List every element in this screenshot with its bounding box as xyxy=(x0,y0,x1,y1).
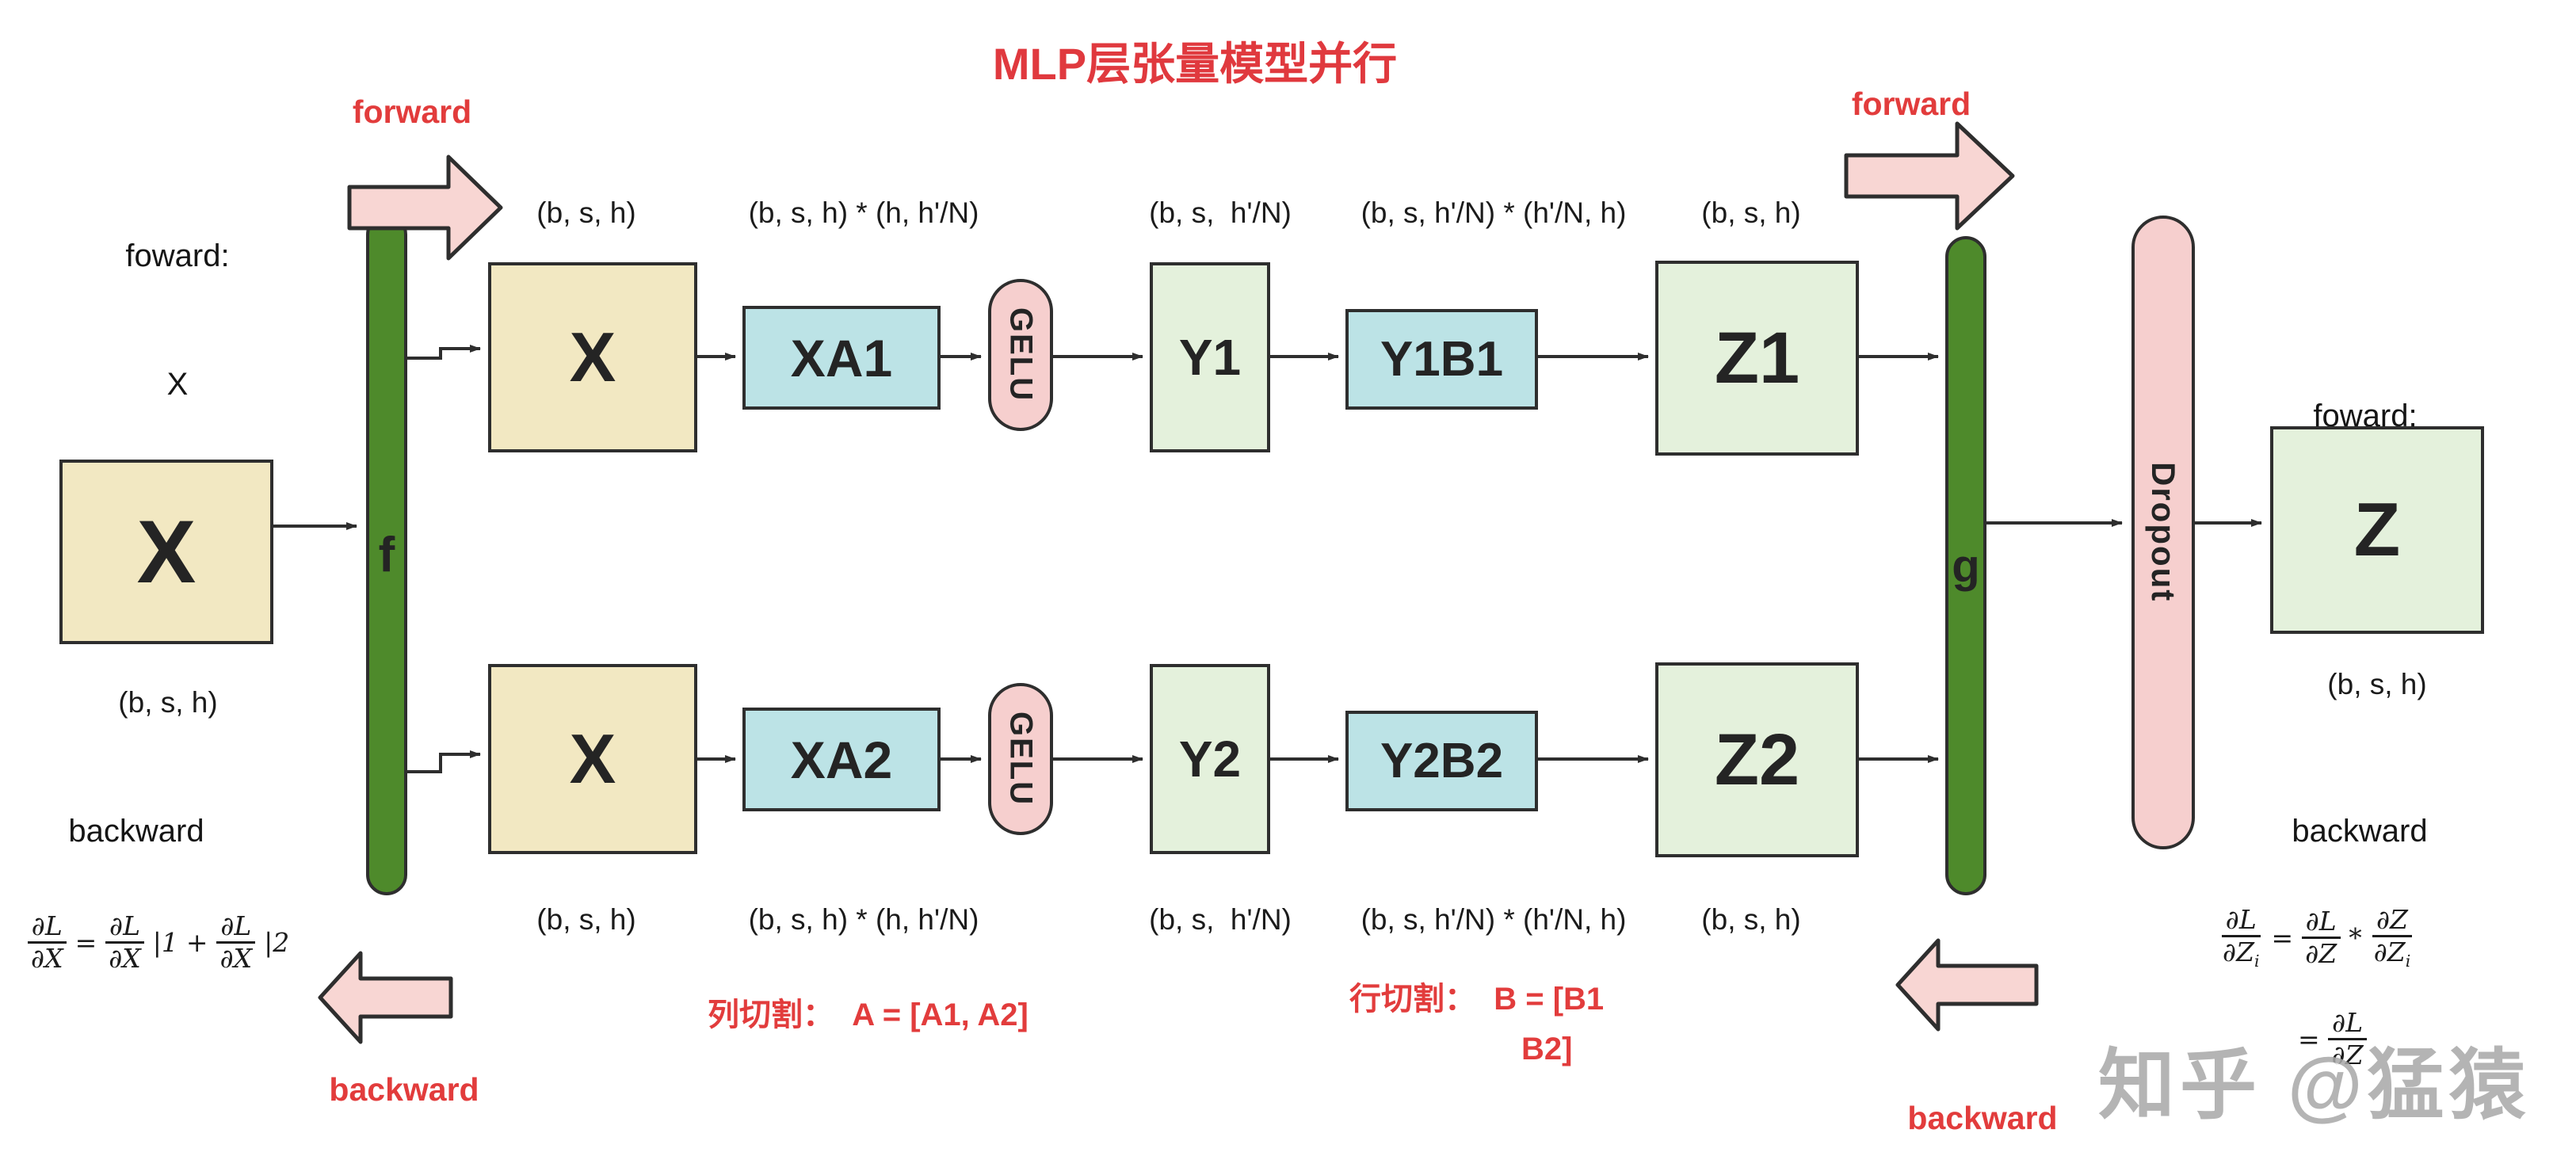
frac: ∂L ∂Z xyxy=(2301,906,2341,969)
backward-arrow-right-icon xyxy=(1895,938,2039,1032)
forward-label-left: forward xyxy=(352,93,472,130)
shape-label-bottom-5: (b, s, h) xyxy=(1701,903,1801,936)
backward-formula-left: ∂L ∂X = ∂L ∂X |1 + ∂L ∂X |2 xyxy=(27,911,289,974)
shape-label-top-5: (b, s, h) xyxy=(1701,196,1801,229)
shape-label-output-z: (b, s, h) xyxy=(2327,668,2427,700)
y1-box: Y1 xyxy=(1150,262,1270,452)
pipe-2: |2 xyxy=(264,926,290,958)
shape-label-top-1: (b, s, h) xyxy=(536,196,636,229)
y2-box: Y2 xyxy=(1150,664,1270,854)
shape-label-input-x: (b, s, h) xyxy=(118,686,218,719)
backward-formula-right-line1: ∂L ∂Zi = ∂L ∂Z * ∂Z ∂Zi xyxy=(2219,905,2414,971)
row-split-caption-line2: B2] xyxy=(1521,1032,1573,1066)
x-copy-2-box: X xyxy=(488,664,697,854)
shape-label-top-4: (b, s, h'/N) * (h'/N, h) xyxy=(1361,196,1627,229)
dropout-pill: Dropout xyxy=(2131,216,2195,849)
plus-sign: + xyxy=(185,926,208,958)
frac: ∂L ∂X xyxy=(216,911,257,974)
column-split-caption: 列切割： A = [A1, A2] xyxy=(708,998,1028,1032)
row-split-caption-line1: 行切割： B = [B1 xyxy=(1349,982,1605,1017)
shape-label-bottom-3: (b, s, h'/N) xyxy=(1149,903,1292,936)
gelu-2-pill: GELU xyxy=(988,683,1053,835)
watermark: 知乎 @猛猿 xyxy=(2098,1042,2531,1128)
shape-label-bottom-2: (b, s, h) * (h, h'/N) xyxy=(748,903,979,936)
x-copy-1-box: X xyxy=(488,262,697,452)
forward-note-left-line1: foward: xyxy=(125,238,230,273)
gelu-1-label: GELU xyxy=(1003,307,1039,403)
gelu-2-label: GELU xyxy=(1003,712,1039,807)
equals-sign: = xyxy=(2298,1023,2320,1055)
input-x-box: X xyxy=(59,460,273,644)
gelu-1-pill: GELU xyxy=(988,279,1053,431)
diagram-title: MLP层张量模型并行 xyxy=(992,39,1398,89)
shape-label-bottom-4: (b, s, h'/N) * (h'/N, h) xyxy=(1361,903,1627,936)
pipe-1: |1 xyxy=(152,926,178,958)
backward-formula-right-line2: = ∂L ∂Z xyxy=(2298,1008,2368,1070)
y1b1-box: Y1B1 xyxy=(1345,309,1538,410)
forward-note-left: foward: X xyxy=(125,149,229,491)
y2b2-box: Y2B2 xyxy=(1345,711,1538,811)
forward-arrow-right-icon xyxy=(1844,121,2015,231)
asterisk: * xyxy=(2349,922,2362,954)
z1-box: Z1 xyxy=(1655,261,1859,456)
frac: ∂L ∂X xyxy=(27,911,67,974)
forward-note-left-line2: X xyxy=(166,367,189,402)
shape-label-top-3: (b, s, h'/N) xyxy=(1149,196,1292,229)
xa2-box: XA2 xyxy=(742,708,941,811)
output-z-box: Z xyxy=(2270,426,2484,634)
g-operator-bar: g xyxy=(1945,236,1986,895)
backward-label-left-red: backward xyxy=(329,1071,479,1108)
frac: ∂Z ∂Zi xyxy=(2372,904,2412,971)
forward-arrow-left-icon xyxy=(347,155,503,261)
backward-label-right-black: backward xyxy=(2292,814,2428,849)
z2-box: Z2 xyxy=(1655,662,1859,857)
equals-sign: = xyxy=(2271,922,2294,954)
shape-label-bottom-1: (b, s, h) xyxy=(536,903,636,936)
equals-sign: = xyxy=(74,926,97,958)
dropout-label: Dropout xyxy=(2145,462,2182,603)
f-operator-bar: f xyxy=(366,214,407,895)
backward-label-left-black: backward xyxy=(68,814,204,849)
xa1-box: XA1 xyxy=(742,306,941,410)
frac: ∂L ∂Zi xyxy=(2221,904,2261,971)
backward-arrow-left-icon xyxy=(318,951,453,1044)
forward-label-right: forward xyxy=(1851,86,1971,122)
backward-label-right-red: backward xyxy=(1907,1100,2058,1136)
frac: ∂L ∂Z xyxy=(2328,1008,2368,1070)
frac: ∂L ∂X xyxy=(105,911,145,974)
shape-label-top-2: (b, s, h) * (h, h'/N) xyxy=(748,196,979,229)
